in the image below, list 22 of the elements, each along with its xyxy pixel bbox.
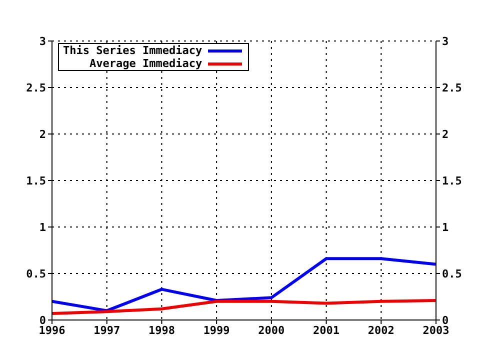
line-series <box>52 257 436 312</box>
y-tick-label: 3 <box>39 34 46 48</box>
line-series <box>52 298 436 315</box>
x-tick-label: 1997 <box>94 324 120 337</box>
legend-label: This Series Immediacy <box>63 44 202 57</box>
x-tick-label: 2002 <box>368 324 394 337</box>
x-tick-label: 1999 <box>203 324 230 337</box>
x-tick-label: 2001 <box>313 324 340 337</box>
y2-tick-label: 2 <box>442 128 449 141</box>
y2-tick-label: 0.5 <box>442 267 462 280</box>
x-tick-label: 2000 <box>258 324 285 337</box>
y-tick-label: 2 <box>39 128 46 141</box>
x-tick-label: 1998 <box>148 324 175 337</box>
y2-tick-label: 1.5 <box>442 174 462 188</box>
y2-tick-label: 2.5 <box>442 81 462 94</box>
y2-tick-label: 1 <box>442 220 449 234</box>
legend-label: Average Immediacy <box>89 57 202 70</box>
y-tick-label: 1 <box>39 220 46 234</box>
y2-tick-label: 3 <box>442 34 449 48</box>
y-tick-label: 2.5 <box>26 81 46 94</box>
y-tick-label: 1.5 <box>26 174 46 188</box>
y-tick-label: 0.5 <box>26 267 46 280</box>
